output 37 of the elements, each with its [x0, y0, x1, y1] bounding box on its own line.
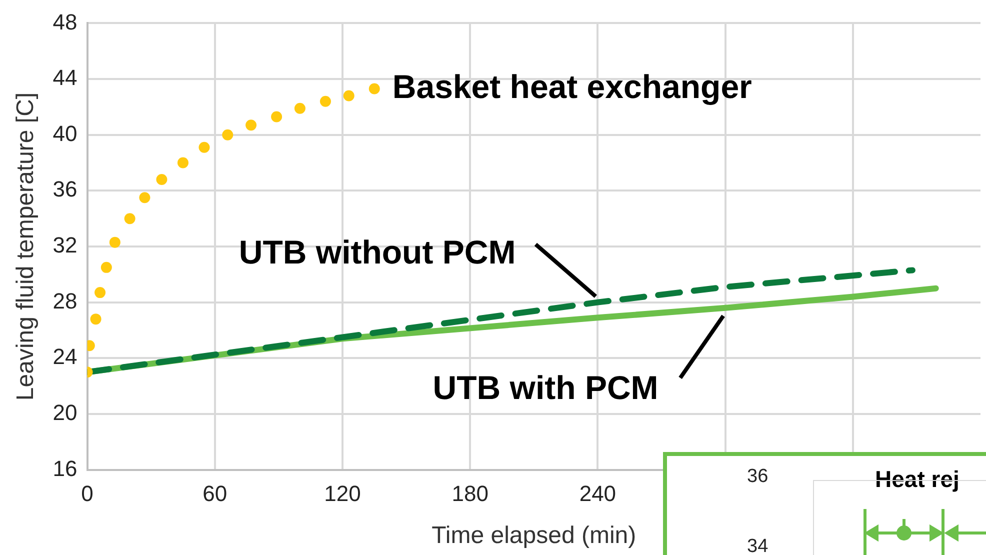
point — [100, 262, 112, 273]
y-tick-label: 32 — [52, 232, 78, 258]
point — [368, 83, 380, 94]
y-tick-label: 20 — [52, 400, 78, 426]
x-tick-label: 180 — [452, 481, 488, 506]
y-tick-label: 44 — [52, 65, 78, 90]
series-label: Basket heat exchanger — [392, 68, 752, 105]
point — [271, 111, 282, 122]
x-tick-label: 60 — [202, 481, 228, 506]
point — [177, 157, 188, 168]
y-tick-label: 16 — [52, 456, 78, 481]
point — [294, 102, 306, 114]
point — [156, 174, 168, 186]
point — [198, 142, 210, 153]
y-tick-label: 48 — [52, 9, 78, 34]
point — [343, 90, 354, 102]
y-tick-label: 40 — [52, 120, 78, 146]
annotation: 36 — [747, 466, 768, 488]
point — [246, 120, 257, 131]
series-label: UTB without PCM — [238, 233, 516, 270]
point — [94, 287, 106, 298]
y-tick-label: 24 — [52, 344, 78, 370]
text: 34 — [747, 536, 768, 555]
x-tick-label: 0 — [81, 481, 94, 506]
series-label: UTB with PCM — [432, 369, 658, 406]
x-axis-title: Time elapsed (min) — [432, 522, 636, 550]
x-tick-label: 240 — [579, 481, 616, 506]
point — [139, 192, 150, 204]
point — [222, 129, 234, 140]
y-tick-label: 36 — [52, 176, 78, 202]
point — [109, 236, 120, 248]
x-tick-label: 120 — [324, 481, 361, 506]
point — [320, 96, 331, 107]
point — [90, 314, 102, 325]
y-tick-label: 28 — [52, 288, 78, 314]
y-axis-title: Leaving fluid temperature [C] — [12, 92, 40, 401]
point — [124, 213, 136, 224]
